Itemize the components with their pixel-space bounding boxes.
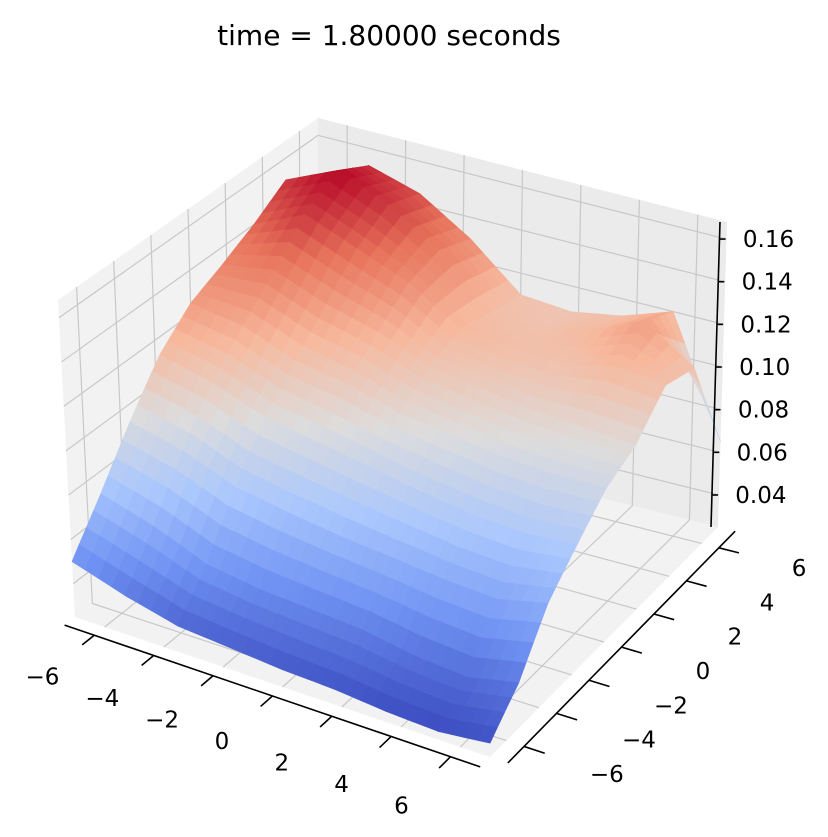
x-tick-label: −6 <box>25 664 59 690</box>
x-tick-mark <box>141 654 155 666</box>
y-tick-label: 2 <box>728 625 743 651</box>
z-axis-line <box>710 221 721 528</box>
y-tick-label: 4 <box>760 591 775 617</box>
x-axis-line <box>64 624 481 768</box>
y-tick-mark <box>653 613 675 621</box>
x-tick-label: 6 <box>394 793 409 819</box>
y-tick-mark <box>621 646 643 654</box>
surface-mesh <box>71 165 721 744</box>
y-tick-label: −4 <box>622 728 656 754</box>
y-tick-mark <box>556 712 578 721</box>
y-tick-label: 6 <box>792 556 807 582</box>
x-tick-mark <box>260 695 273 708</box>
x-tick-mark <box>200 675 214 687</box>
x-tick-mark <box>438 756 452 769</box>
x-tick-mark <box>81 634 95 646</box>
z-tick-label: 0.06 <box>737 440 788 466</box>
surface-facet <box>476 725 498 744</box>
x-tick-mark <box>319 715 333 728</box>
tick-labels: −6−4−20246−6−4−202460.040.060.080.100.12… <box>25 227 806 819</box>
x-tick-label: 2 <box>274 750 289 776</box>
y-tick-mark <box>588 679 610 688</box>
x-tick-label: 4 <box>334 772 349 798</box>
x-tick-mark <box>379 735 392 749</box>
y-tick-mark <box>718 547 740 554</box>
y-tick-label: −6 <box>590 762 624 788</box>
x-tick-label: −2 <box>145 707 179 733</box>
z-tick-label: 0.14 <box>742 270 793 296</box>
chart-title: time = 1.80000 seconds <box>217 19 561 52</box>
y-tick-label: −2 <box>654 693 688 719</box>
z-tick-label: 0.10 <box>739 355 790 381</box>
y-tick-label: 0 <box>696 659 711 685</box>
z-tick-label: 0.12 <box>740 312 791 338</box>
z-tick-label: 0.16 <box>743 227 794 253</box>
x-tick-label: 0 <box>215 729 230 755</box>
y-tick-mark <box>686 580 707 588</box>
axis-lines <box>64 221 740 769</box>
z-tick-label: 0.04 <box>735 483 786 509</box>
grid-line-z-left <box>58 134 319 319</box>
x-tick-label: −4 <box>85 686 119 712</box>
y-tick-mark <box>523 745 545 755</box>
grid-line-z-back <box>317 134 727 240</box>
z-tick-label: 0.08 <box>738 398 789 424</box>
